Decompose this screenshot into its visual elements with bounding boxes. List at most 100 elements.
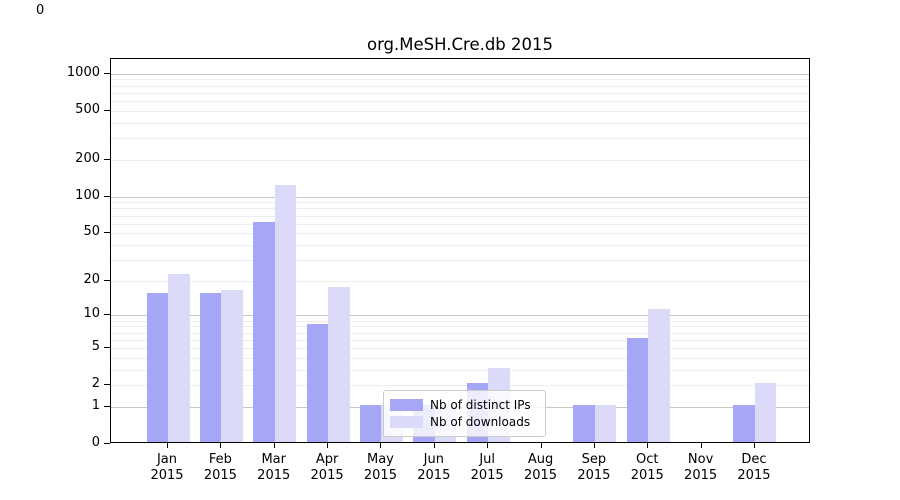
y-gridline-minor xyxy=(111,357,809,359)
x-tick-mark xyxy=(487,443,489,448)
y-gridline-minor xyxy=(111,110,809,112)
bar-downloads xyxy=(594,404,617,442)
x-tick-month: Mar xyxy=(261,452,286,467)
y-tick-mark xyxy=(104,314,110,316)
y-gridline-minor xyxy=(111,244,809,246)
y-tick-label: 500 xyxy=(75,101,100,117)
y-gridline-minor xyxy=(111,280,809,282)
chart-title: org.MeSH.Cre.db 2015 xyxy=(366,35,554,54)
x-tick-yearline: 2015 xyxy=(257,467,291,483)
y-tick-label: 0 xyxy=(91,435,100,450)
legend: Nb of distinct IPs Nb of downloads xyxy=(383,390,546,437)
cropped-axis-zero-label: 0 xyxy=(36,3,45,18)
x-tick-yearline: 2015 xyxy=(630,467,664,483)
y-gridline-minor xyxy=(111,332,809,334)
y-tick-mark xyxy=(104,195,110,197)
y-gridline-minor xyxy=(111,92,809,94)
y-tick-mark xyxy=(104,384,110,386)
x-tick-mark xyxy=(647,443,649,448)
x-tick-label: Sep 2015 xyxy=(567,452,621,483)
y-gridline-minor xyxy=(111,215,809,217)
x-tick-month: May xyxy=(366,452,394,467)
legend-item-distinct-ips: Nb of distinct IPs xyxy=(390,398,539,412)
x-tick-label: Aug 2015 xyxy=(514,452,568,483)
bar-distinct-ips xyxy=(573,404,595,442)
y-tick-label: 1 xyxy=(91,397,100,413)
x-tick-mark xyxy=(327,443,329,448)
x-tick-yearline: 2015 xyxy=(684,467,718,483)
bar-downloads xyxy=(168,273,190,442)
y-tick-mark xyxy=(104,405,110,407)
y-gridline-minor xyxy=(111,320,809,322)
x-tick-label: Oct 2015 xyxy=(620,452,674,483)
x-tick-label: Nov 2015 xyxy=(674,452,728,483)
y-tick-label: 100 xyxy=(75,187,100,203)
bar-distinct-ips xyxy=(733,404,755,442)
bar-distinct-ips xyxy=(253,221,275,442)
bar-downloads xyxy=(221,290,243,442)
x-tick-label: Feb 2015 xyxy=(193,452,247,483)
x-tick-month: Aug xyxy=(527,452,554,467)
y-tick-mark xyxy=(104,443,110,444)
x-tick-month: Oct xyxy=(635,452,659,467)
x-tick-mark xyxy=(167,443,168,448)
y-gridline-major xyxy=(111,196,809,198)
bar-downloads xyxy=(328,287,350,442)
y-gridline-minor xyxy=(111,138,809,140)
y-gridline-minor xyxy=(111,347,809,349)
y-gridline-minor xyxy=(111,326,809,328)
bar-distinct-ips xyxy=(626,337,649,442)
bar-distinct-ips xyxy=(199,293,222,442)
y-gridline-minor xyxy=(111,208,809,210)
y-gridline-minor xyxy=(111,339,809,341)
bar-distinct-ips xyxy=(146,293,168,442)
y-tick-mark xyxy=(104,279,110,281)
x-tick-mark xyxy=(380,443,382,448)
y-gridline-minor xyxy=(111,223,809,225)
y-tick-mark xyxy=(104,72,110,74)
x-tick-mark xyxy=(700,443,702,448)
x-tick-yearline: 2015 xyxy=(523,467,558,483)
y-tick-label: 5 xyxy=(91,338,100,354)
x-tick-month: Feb xyxy=(208,452,232,467)
bar-distinct-ips xyxy=(306,324,329,442)
x-tick-yearline: 2015 xyxy=(417,467,451,483)
y-tick-label: 50 xyxy=(83,224,100,240)
x-tick-yearline: 2015 xyxy=(577,467,611,483)
bar-downloads xyxy=(754,383,777,442)
x-tick-label: May 2015 xyxy=(353,452,407,483)
legend-item-downloads: Nb of downloads xyxy=(390,415,539,429)
y-gridline-minor xyxy=(111,385,809,387)
y-gridline-minor xyxy=(111,79,809,81)
y-tick-mark xyxy=(104,232,110,234)
x-tick-yearline: 2015 xyxy=(737,467,771,483)
bar-distinct-ips xyxy=(359,404,382,442)
legend-label-distinct-ips: Nb of distinct IPs xyxy=(430,397,531,412)
x-tick-month: Dec xyxy=(741,452,767,467)
y-tick-mark xyxy=(104,346,110,348)
x-tick-mark xyxy=(753,443,755,448)
plot-area xyxy=(110,58,810,443)
legend-swatch-downloads xyxy=(390,416,423,429)
legend-swatch-distinct-ips xyxy=(390,398,423,411)
y-gridline-minor xyxy=(111,85,809,87)
y-tick-label: 1000 xyxy=(66,64,100,80)
x-tick-yearline: 2015 xyxy=(150,467,184,483)
y-tick-mark xyxy=(104,158,110,160)
y-gridline-minor xyxy=(111,259,809,261)
x-tick-label: Dec 2015 xyxy=(727,452,781,483)
x-tick-month: Nov xyxy=(687,452,714,467)
y-gridline-minor xyxy=(111,122,809,124)
x-tick-month: Jul xyxy=(479,452,495,467)
x-tick-yearline: 2015 xyxy=(470,467,504,483)
x-tick-mark xyxy=(220,443,222,448)
bar-downloads xyxy=(274,184,297,442)
x-tick-month: Sep xyxy=(581,452,607,467)
y-tick-label: 200 xyxy=(75,150,100,166)
x-tick-label: Jun 2015 xyxy=(407,452,461,483)
y-gridline-minor xyxy=(111,233,809,235)
x-tick-month: Jun xyxy=(423,452,444,467)
y-tick-mark xyxy=(104,109,110,111)
x-tick-label: Mar 2015 xyxy=(247,452,301,483)
